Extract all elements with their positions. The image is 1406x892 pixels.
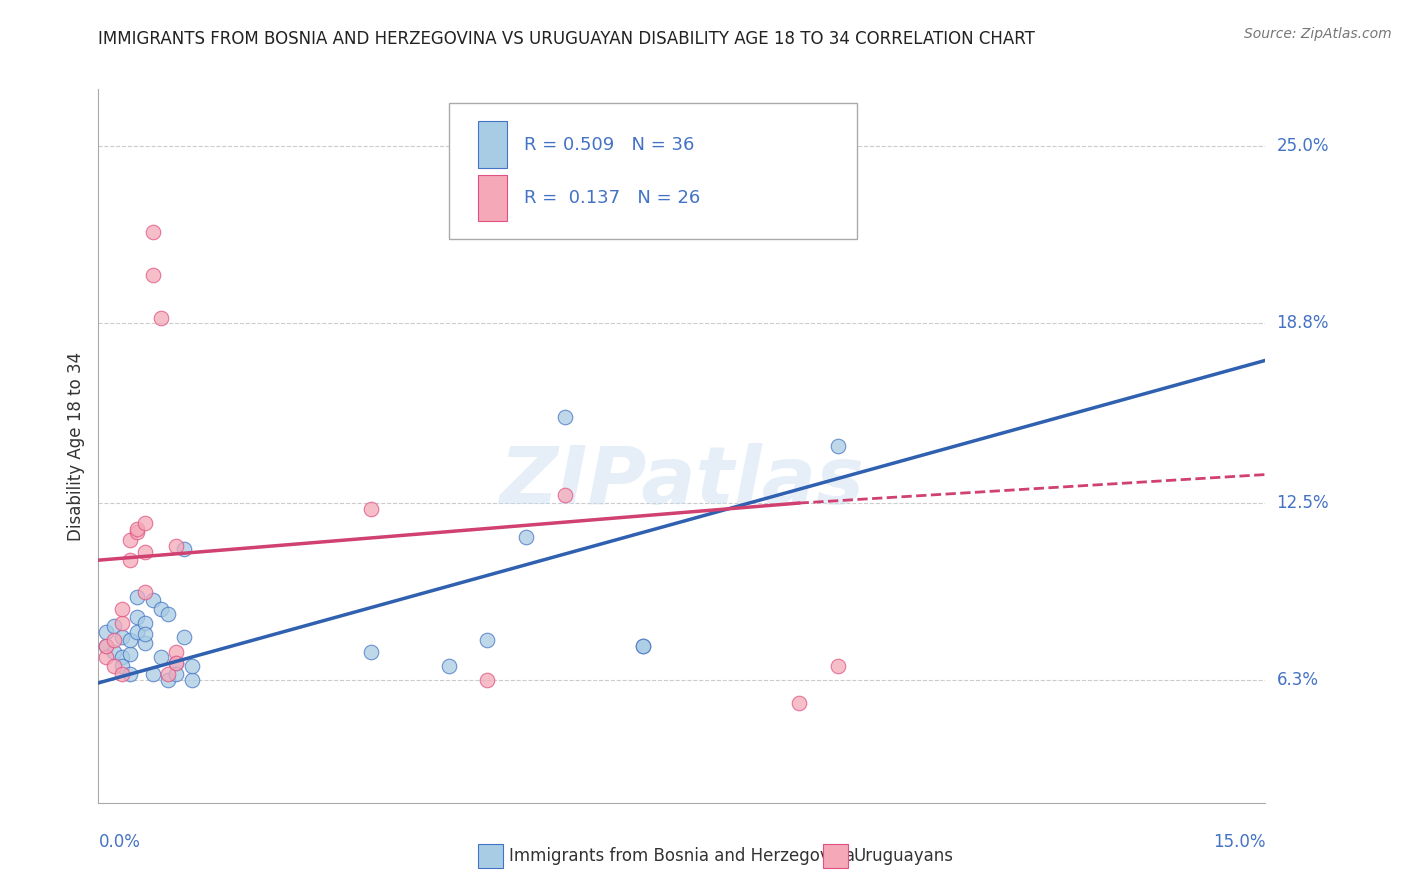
Point [515,530,537,544]
Point [157,607,180,622]
Bar [478,121,508,168]
Point [103,644,125,658]
Point [149,601,172,615]
Point [127,624,149,639]
Point [127,610,149,624]
Point [134,516,156,530]
Point [149,650,172,665]
Text: 15.0%: 15.0% [1213,833,1265,851]
Point [165,656,187,670]
Text: 18.8%: 18.8% [1277,314,1329,332]
Text: Source: ZipAtlas.com: Source: ZipAtlas.com [1244,27,1392,41]
Point [96,624,118,639]
Point [165,667,187,681]
Point [554,410,576,425]
Text: 25.0%: 25.0% [1277,137,1329,155]
Bar [478,175,508,221]
Point [96,650,118,665]
Text: R =  0.137   N = 26: R = 0.137 N = 26 [524,189,700,207]
Point [118,648,141,662]
Point [554,487,576,501]
Point [134,615,156,630]
Point [631,639,654,653]
Point [103,633,125,648]
Point [111,658,134,673]
Text: 0.0%: 0.0% [98,833,141,851]
Point [180,658,202,673]
Point [134,627,156,641]
Point [477,673,499,687]
FancyBboxPatch shape [449,103,858,239]
Text: 6.3%: 6.3% [1277,671,1319,689]
Point [173,630,195,644]
Text: ZIPatlas: ZIPatlas [499,442,865,521]
Text: Uruguayans: Uruguayans [853,847,953,865]
Point [118,633,141,648]
Text: IMMIGRANTS FROM BOSNIA AND HERZEGOVINA VS URUGUAYAN DISABILITY AGE 18 TO 34 CORR: IMMIGRANTS FROM BOSNIA AND HERZEGOVINA V… [98,29,1035,47]
Point [127,591,149,605]
Point [142,225,165,239]
Point [134,636,156,650]
Point [437,658,460,673]
Point [111,667,134,681]
Point [134,584,156,599]
Point [111,615,134,630]
Point [127,524,149,539]
Point [173,541,195,556]
Point [118,533,141,548]
Point [103,619,125,633]
Point [165,539,187,553]
Point [111,650,134,665]
Point [111,630,134,644]
Point [827,439,849,453]
Point [142,593,165,607]
Point [118,553,141,567]
Point [127,522,149,536]
Point [360,501,382,516]
Point [103,658,125,673]
Point [787,696,810,710]
Point [149,310,172,325]
Point [477,633,499,648]
Point [360,644,382,658]
Point [134,544,156,558]
Point [142,268,165,282]
Point [165,656,187,670]
Point [142,667,165,681]
Point [157,673,180,687]
Y-axis label: Disability Age 18 to 34: Disability Age 18 to 34 [66,351,84,541]
Point [96,639,118,653]
Point [111,601,134,615]
Point [631,639,654,653]
Point [827,658,849,673]
Point [165,644,187,658]
Point [157,667,180,681]
Point [118,667,141,681]
Point [96,639,118,653]
Text: 12.5%: 12.5% [1277,494,1329,512]
Point [180,673,202,687]
Text: Immigrants from Bosnia and Herzegovina: Immigrants from Bosnia and Herzegovina [509,847,855,865]
Text: R = 0.509   N = 36: R = 0.509 N = 36 [524,136,695,153]
